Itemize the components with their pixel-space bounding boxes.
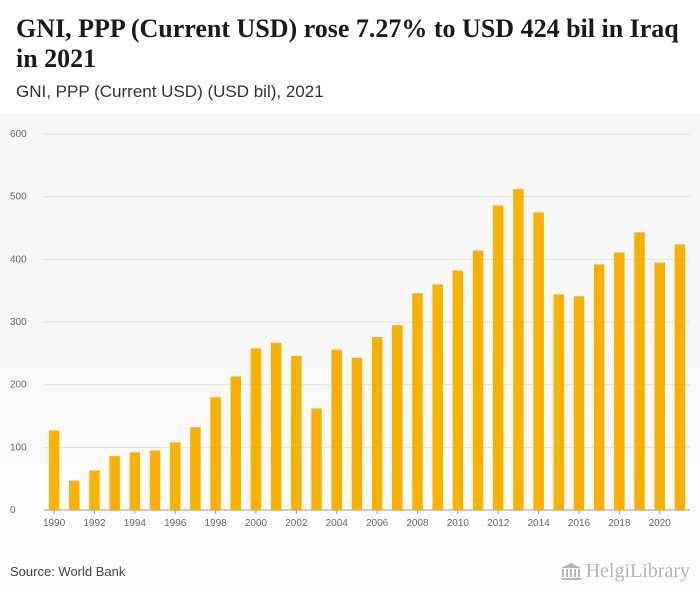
bar-1995	[149, 450, 161, 510]
x-tick-label: 1990	[43, 518, 66, 529]
x-tick-label: 2020	[649, 518, 672, 529]
x-tick-label: 2010	[447, 518, 470, 529]
bar-2014	[533, 212, 544, 510]
x-tick-label: 2000	[245, 518, 268, 529]
bar-2012	[492, 205, 504, 510]
bar-2021	[674, 244, 686, 510]
bar-1996	[169, 442, 181, 510]
bar-2019	[634, 232, 645, 510]
bar-2013	[513, 189, 524, 510]
y-tick-label: 0	[10, 505, 16, 516]
bar-chart: 0 100 200 300 400 500 600 1990 1992 1994 1996 1998…	[10, 129, 690, 529]
chart-subtitle: GNI, PPP (Current USD) (USD bil), 2021	[16, 82, 324, 101]
bar-1992	[89, 470, 100, 510]
y-tick-label: 400	[10, 254, 27, 265]
y-tick-label: 300	[10, 317, 27, 328]
bar-2017	[593, 264, 605, 510]
bar-2015	[553, 294, 565, 510]
bar-2001	[270, 342, 282, 510]
bar-2004	[331, 349, 342, 510]
x-tick-label: 2012	[487, 518, 510, 529]
x-tick-label: 1998	[204, 518, 227, 529]
bar-2010	[452, 270, 464, 510]
y-axis-labels: 0 100 200 300 400 500 600	[10, 129, 27, 516]
bar-2011	[472, 250, 484, 510]
x-tick-label: 2008	[406, 518, 429, 529]
bar-1994	[129, 452, 141, 510]
bar-2007	[392, 325, 403, 510]
bar-2016	[573, 296, 585, 510]
bar-2003	[311, 408, 322, 510]
helgi-library-logo: HelgiLibrary	[560, 560, 690, 582]
y-tick-label: 600	[10, 129, 27, 140]
x-tick-label: 2002	[285, 518, 308, 529]
source-note: Source: World Bank	[10, 564, 126, 579]
bar-2005	[351, 357, 363, 510]
x-tick-label: 1996	[164, 518, 187, 529]
bar-1998	[210, 397, 221, 510]
bar-2009	[432, 284, 443, 510]
chart-title: GNI, PPP (Current USD) rose 7.27% to USD…	[16, 14, 679, 73]
x-tick-label: 1992	[83, 518, 106, 529]
bar-1990	[48, 430, 60, 510]
bar-2006	[371, 337, 383, 510]
logo-text: HelgiLibrary	[585, 559, 690, 582]
x-tick-label: 2018	[608, 518, 631, 529]
x-tick-label: 2014	[527, 518, 550, 529]
bar-1993	[109, 456, 120, 510]
bar-1999	[230, 376, 242, 510]
y-tick-label: 200	[10, 380, 27, 391]
x-tick-label: 2004	[326, 518, 349, 529]
y-tick-label: 100	[10, 442, 27, 453]
library-building-icon	[560, 563, 581, 580]
bar-2020	[654, 262, 665, 510]
grid-lines	[44, 133, 690, 511]
bars	[48, 189, 686, 510]
x-tick-label: 2006	[366, 518, 389, 529]
x-axis-labels: 1990 1992 1994 1996 1998 2000 2002 2004 2006 2008…	[43, 510, 671, 529]
bar-1991	[69, 480, 80, 510]
y-tick-label: 500	[10, 192, 27, 203]
bar-2000	[250, 348, 262, 510]
x-tick-label: 2016	[568, 518, 591, 529]
bar-2008	[412, 293, 423, 510]
bar-2018	[614, 252, 625, 510]
x-tick-label: 1994	[124, 518, 147, 529]
bar-2002	[291, 355, 302, 510]
bar-1997	[190, 427, 201, 510]
